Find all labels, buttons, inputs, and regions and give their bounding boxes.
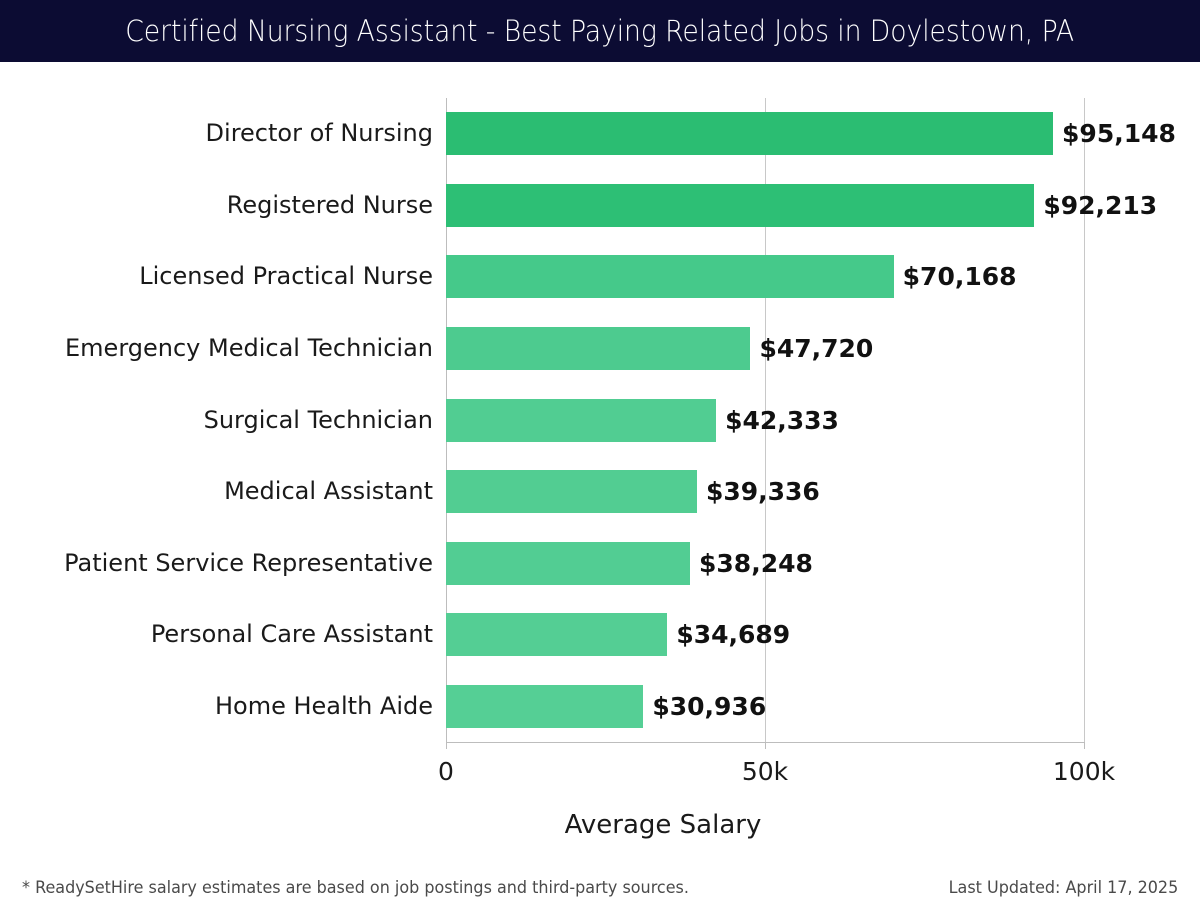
x-axis-tick-mark bbox=[765, 742, 766, 749]
y-axis-tick-label: Patient Service Representative bbox=[64, 548, 433, 577]
bar[interactable] bbox=[446, 255, 894, 299]
x-axis-tick-label: 100k bbox=[1052, 757, 1116, 786]
y-axis-tick-label: Home Health Aide bbox=[214, 691, 433, 720]
y-axis-tick-label: Director of Nursing bbox=[205, 119, 433, 148]
y-axis-labels: Director of Nursing Registered Nurse Licen… bbox=[0, 98, 433, 742]
bar-value-label: $30,936 bbox=[652, 691, 767, 721]
bar-row[interactable] bbox=[446, 326, 751, 370]
y-axis-tick-label: Emergency Medical Technician bbox=[65, 333, 433, 362]
bar[interactable] bbox=[446, 470, 697, 514]
chart-header-bar: Certified Nursing Assistant - Best Payin… bbox=[0, 0, 1200, 62]
x-axis-tick-mark bbox=[446, 742, 447, 749]
bar[interactable] bbox=[446, 541, 691, 585]
bar[interactable] bbox=[446, 684, 644, 728]
y-axis-tick-label: Surgical Technician bbox=[203, 405, 433, 434]
bar-value-label: $95,148 bbox=[1062, 119, 1176, 149]
bar-value-label: $47,720 bbox=[759, 333, 874, 363]
bar[interactable] bbox=[446, 398, 717, 442]
plot-area: $95,148 $92,213 $70,168 $47,720 $42,333 $39,3… bbox=[446, 98, 1176, 742]
bar-value-label: $92,213 bbox=[1043, 190, 1158, 220]
bar-value-label: $42,333 bbox=[725, 405, 839, 435]
x-axis-tick-mark bbox=[1084, 742, 1085, 749]
bar-row[interactable] bbox=[446, 684, 644, 728]
bar[interactable] bbox=[446, 326, 751, 370]
bar-row[interactable] bbox=[446, 470, 697, 514]
bar-value-label: $38,248 bbox=[699, 548, 813, 578]
bar[interactable] bbox=[446, 183, 1035, 227]
bar-row[interactable] bbox=[446, 541, 691, 585]
bar-value-label: $70,168 bbox=[902, 262, 1017, 292]
footer-last-updated: Last Updated: April 17, 2025 bbox=[948, 878, 1178, 898]
x-axis-tick-label: 0 bbox=[438, 757, 454, 786]
footer-disclaimer: * ReadySetHire salary estimates are base… bbox=[22, 878, 689, 898]
gridline bbox=[1084, 98, 1085, 742]
bar-row[interactable] bbox=[446, 183, 1035, 227]
bar-row[interactable] bbox=[446, 255, 894, 299]
x-axis-title: Average Salary bbox=[0, 810, 1200, 840]
y-axis-tick-label: Medical Assistant bbox=[224, 477, 433, 506]
bar-value-label: $34,689 bbox=[676, 620, 791, 650]
bar-row[interactable] bbox=[446, 112, 1054, 156]
bar[interactable] bbox=[446, 613, 668, 657]
bar[interactable] bbox=[446, 112, 1054, 156]
x-axis-tick-label: 50k bbox=[741, 757, 789, 786]
bar-row[interactable] bbox=[446, 613, 668, 657]
y-axis-tick-label: Personal Care Assistant bbox=[150, 620, 433, 649]
x-axis-title-text: Average Salary bbox=[564, 810, 762, 840]
y-axis-tick-label: Licensed Practical Nurse bbox=[139, 262, 433, 291]
y-axis-tick-label: Registered Nurse bbox=[226, 190, 433, 219]
bar-row[interactable] bbox=[446, 398, 717, 442]
bar-value-label: $39,336 bbox=[705, 477, 820, 507]
page-title: Certified Nursing Assistant - Best Payin… bbox=[125, 14, 1075, 48]
gridline bbox=[765, 98, 766, 742]
